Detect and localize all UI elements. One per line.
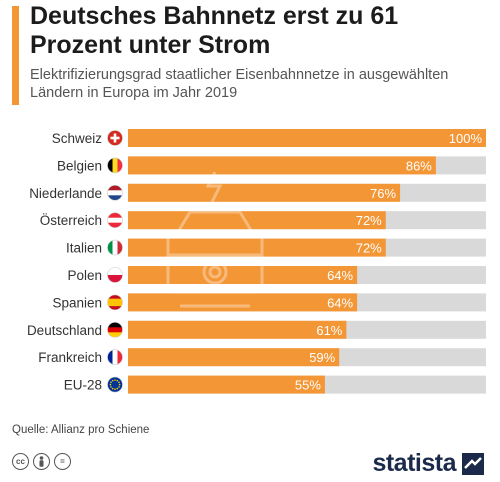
flag-spain-icon: [107, 294, 123, 310]
bar-7: [128, 320, 347, 339]
category-label: Spanien: [52, 295, 102, 310]
flag-austria-icon: [107, 212, 123, 228]
value-label: 72%: [356, 213, 382, 228]
bar-1: [128, 156, 436, 175]
value-label: 86%: [406, 158, 432, 173]
category-label: Polen: [67, 268, 102, 283]
category-label: Österreich: [40, 213, 102, 228]
statista-brand[interactable]: statista: [372, 449, 484, 478]
bar-3: [128, 211, 386, 230]
category-label: Italien: [66, 241, 102, 256]
bar-0: [128, 129, 486, 147]
bar-4: [128, 238, 386, 257]
bar-2: [128, 183, 401, 202]
category-label: Frankreich: [38, 350, 102, 365]
category-label: Niederlande: [29, 186, 102, 201]
flag-poland-icon: [107, 267, 123, 283]
flag-eu-icon: [107, 377, 123, 393]
bar-chart: Schweiz 100% Belgien 86% Niederlande 76% Öster…: [27, 129, 486, 394]
category-label: Belgien: [57, 158, 102, 173]
flag-france-icon: [107, 349, 123, 365]
equals-icon[interactable]: =: [54, 453, 71, 470]
category-label: Deutschland: [27, 323, 102, 338]
chart-title: Deutsches Bahnnetz erst zu 61 Prozent un…: [30, 2, 399, 59]
value-label: 64%: [327, 295, 353, 310]
flag-belgium-icon: [107, 157, 123, 173]
value-label: 76%: [370, 186, 396, 201]
brand-name: statista: [372, 449, 456, 477]
category-label: Schweiz: [52, 131, 103, 146]
flag-netherlands-icon: [107, 185, 123, 201]
category-label: EU-28: [64, 378, 102, 393]
bar-8: [128, 348, 340, 367]
flag-italy-icon: [107, 240, 123, 256]
chart-subtitle: Elektrifizierungsgrad staatlicher Eisenb…: [30, 67, 449, 101]
title-accent-bar: [12, 6, 19, 105]
value-label: 55%: [295, 378, 321, 393]
value-label: 61%: [316, 323, 342, 338]
value-label: 100%: [449, 131, 483, 146]
flag-germany-icon: [107, 322, 123, 338]
license-icons: cc =: [12, 453, 71, 470]
bar-6: [128, 293, 358, 312]
bar-5: [128, 266, 358, 284]
locomotive-watermark-icon: [166, 171, 264, 318]
source-note: Quelle: Allianz pro Schiene: [12, 424, 150, 436]
value-label: 72%: [356, 241, 382, 256]
statista-logo-icon: [462, 452, 484, 475]
flag-switzerland-icon: [107, 130, 123, 146]
value-label: 59%: [309, 350, 335, 365]
cc-icon[interactable]: cc: [12, 453, 29, 470]
bar-9: [128, 375, 325, 394]
person-icon[interactable]: [33, 453, 50, 470]
value-label: 64%: [327, 268, 353, 283]
